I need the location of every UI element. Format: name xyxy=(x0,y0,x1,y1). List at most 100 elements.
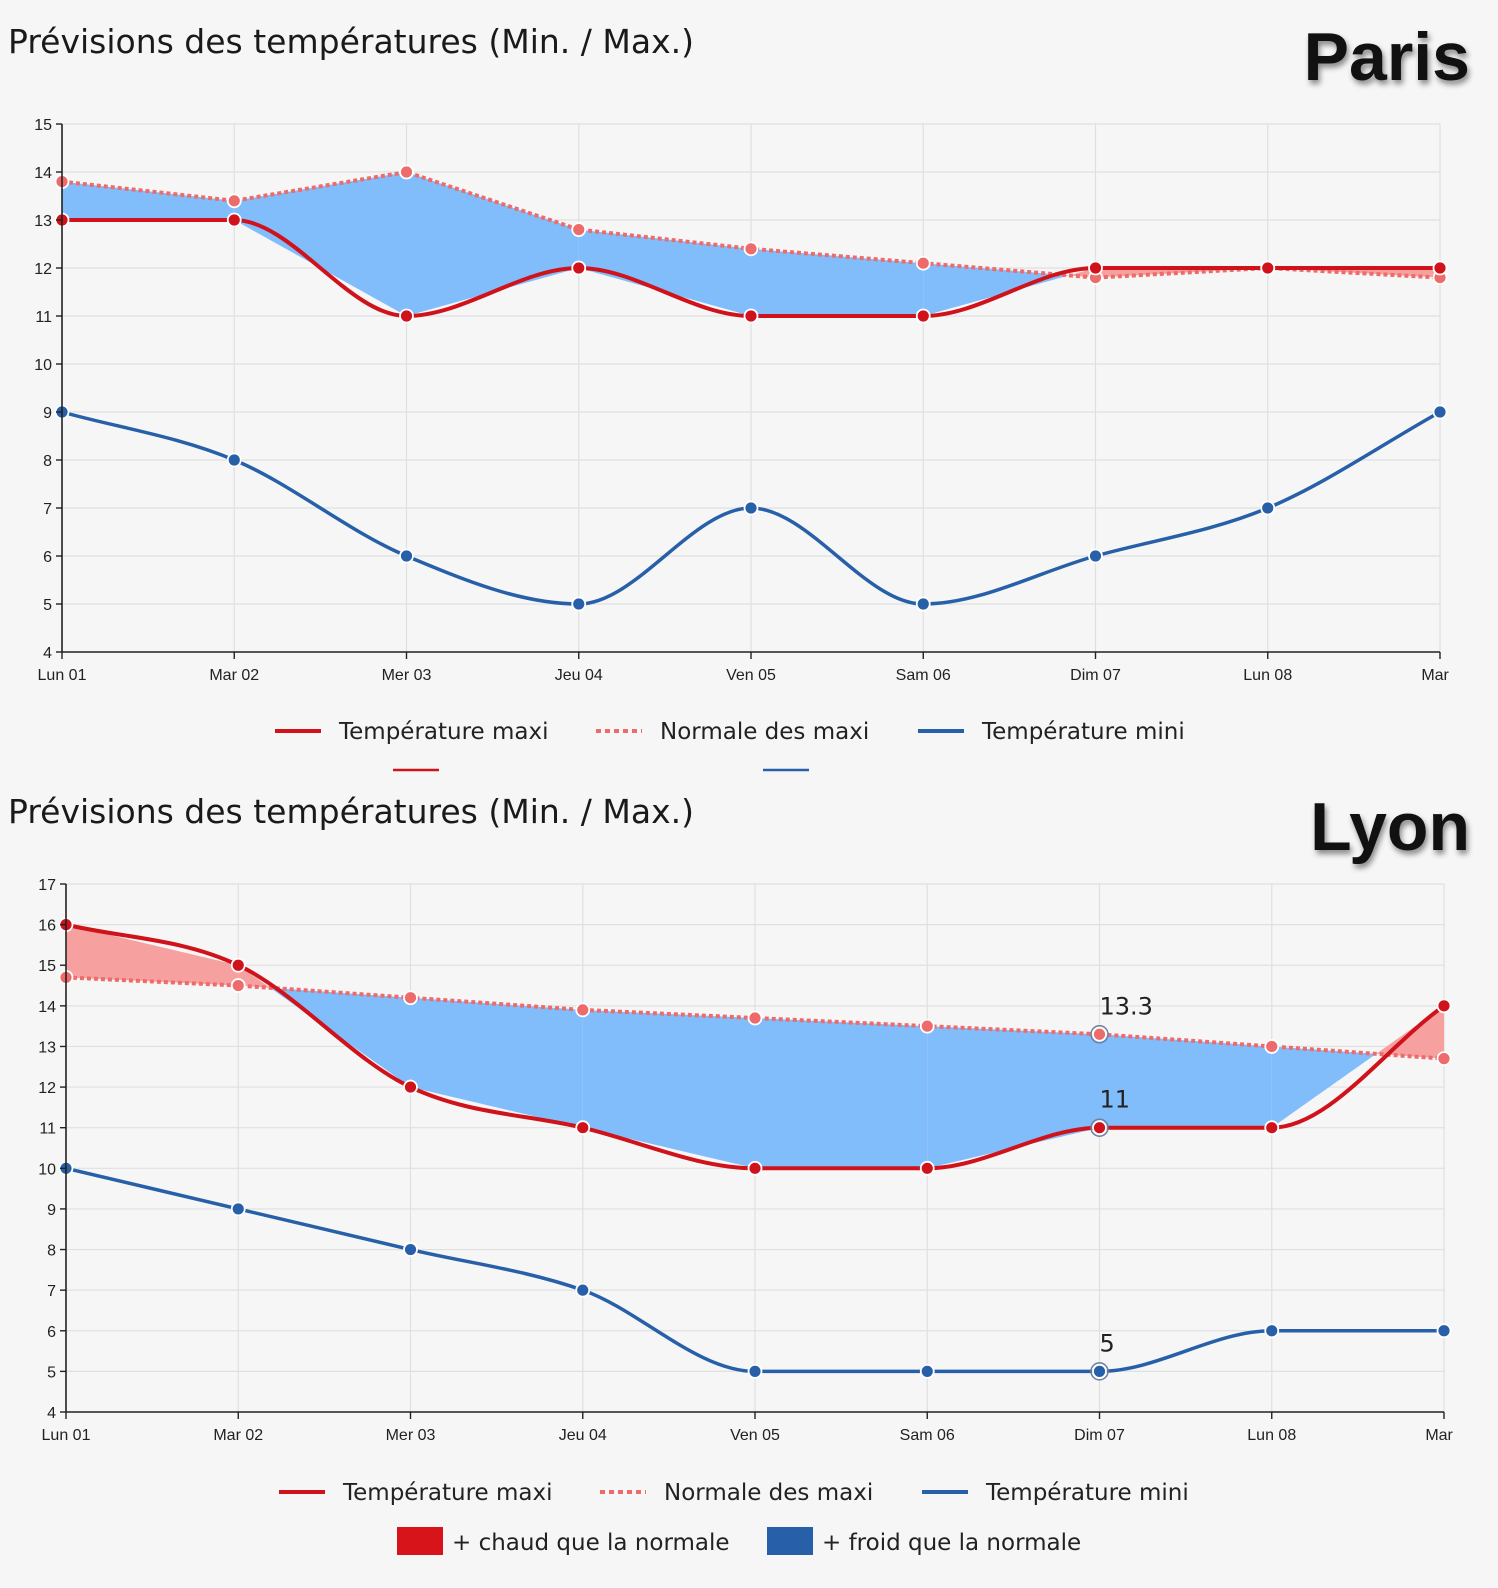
paris-diff-fill-cold-4-0 xyxy=(751,248,924,316)
paris-x-tick-label-1: Mar 02 xyxy=(209,667,259,684)
lyon-legend-item-max[interactable]: Température maxi xyxy=(279,1480,553,1506)
paris-legend: Température maxi Normale des maxi Températ… xyxy=(275,719,1185,772)
lyon-y-tick-label-6: 6 xyxy=(47,1324,56,1341)
paris-diff-fill-warm-7-0 xyxy=(1267,268,1440,278)
lyon-point-min-7[interactable] xyxy=(1264,1323,1280,1339)
paris-y-tick-label-7: 7 xyxy=(43,501,52,518)
lyon-x-tick-label-5: Sam 06 xyxy=(900,1427,955,1444)
paris-point-min-7[interactable] xyxy=(1260,500,1276,516)
paris-legend-label-max: Température maxi xyxy=(338,719,549,745)
paris-y-tick-label-13: 13 xyxy=(34,213,52,230)
paris-legend-item-max[interactable]: Température maxi xyxy=(275,719,549,745)
lyon-point-max-8[interactable] xyxy=(1436,998,1452,1014)
lyon-point-normal-5[interactable] xyxy=(919,1018,935,1034)
lyon-legend-swatch-colder xyxy=(767,1527,813,1555)
paris-point-normal-4[interactable] xyxy=(743,241,759,257)
paris-point-max-3[interactable] xyxy=(571,260,587,276)
lyon-line-normal xyxy=(65,975,1445,1061)
paris-chart-title: Prévisions des températures (Min. / Max.… xyxy=(8,22,694,61)
lyon-point-normal-6[interactable] xyxy=(1092,1026,1107,1042)
lyon-y-tick-label-11: 11 xyxy=(39,1121,56,1138)
lyon-diff-fill-cold-6-0 xyxy=(1099,1034,1272,1128)
lyon-y-tick-label-15: 15 xyxy=(38,958,56,975)
lyon-x-tick-label-0: Lun 01 xyxy=(42,1427,91,1444)
paris-x-tick-label-5: Sam 06 xyxy=(896,667,951,684)
lyon-legend-item-normal[interactable]: Normale des maxi xyxy=(600,1480,873,1506)
paris-diff-fill-cold-1-0 xyxy=(234,172,407,316)
lyon-legend-swatch-warmer xyxy=(397,1527,443,1555)
paris-x-tick-label-7: Lun 08 xyxy=(1243,667,1292,684)
lyon-legend-label-normal: Normale des maxi xyxy=(664,1480,873,1506)
paris-legend-item-min[interactable]: Température mini xyxy=(918,719,1185,745)
paris-y-tick-label-8: 8 xyxy=(43,453,52,470)
lyon-x-tick-label-6: Dim 07 xyxy=(1074,1427,1125,1444)
lyon-point-min-1[interactable] xyxy=(230,1201,246,1217)
lyon-point-max-5[interactable] xyxy=(919,1160,935,1176)
lyon-legend-item-warmer[interactable]: + chaud que la normale xyxy=(397,1527,730,1556)
lyon-point-normal-4[interactable] xyxy=(747,1010,763,1026)
lyon-x-tick-label-1: Mar 02 xyxy=(213,1427,263,1444)
lyon-crop-mask xyxy=(1456,1408,1498,1448)
lyon-point-min-2[interactable] xyxy=(403,1242,418,1257)
paris-y-tick-label-9: 9 xyxy=(43,405,52,422)
lyon-point-normal-3[interactable] xyxy=(575,1002,591,1018)
lyon-y-tick-label-8: 8 xyxy=(47,1243,56,1260)
lyon-point-min-4[interactable] xyxy=(747,1363,763,1379)
lyon-legend-label-warmer: + chaud que la normale xyxy=(452,1530,730,1556)
lyon-diff-fill-cold-3-0 xyxy=(582,1009,755,1169)
paris-point-normal-1[interactable] xyxy=(226,193,242,209)
lyon-point-normal-1[interactable] xyxy=(230,978,246,993)
paris-y-tick-label-15: 15 xyxy=(34,117,52,134)
paris-legend-item-normal[interactable]: Normale des maxi xyxy=(596,719,869,745)
lyon-point-max-7[interactable] xyxy=(1264,1120,1280,1136)
paris-plot-area xyxy=(54,164,1448,612)
paris-y-tick-label-14: 14 xyxy=(34,165,52,182)
lyon-value-label-normal: 13.3 xyxy=(1100,992,1153,1020)
lyon-diff-fill-cold-7-0 xyxy=(1271,1046,1377,1128)
paris-point-min-5[interactable] xyxy=(915,596,931,612)
lyon-y-tick-label-13: 13 xyxy=(38,1039,56,1056)
lyon-point-max-1[interactable] xyxy=(230,957,246,973)
paris-point-min-1[interactable] xyxy=(226,452,242,468)
lyon-point-normal-2[interactable] xyxy=(403,990,418,1006)
paris-x-tick-label-0: Lun 01 xyxy=(38,667,87,684)
paris-point-max-2[interactable] xyxy=(399,308,414,324)
lyon-point-max-2[interactable] xyxy=(403,1079,418,1095)
paris-point-max-7[interactable] xyxy=(1260,260,1276,276)
paris-point-max-8[interactable] xyxy=(1432,260,1448,276)
lyon-point-normal-7[interactable] xyxy=(1264,1039,1280,1054)
paris-point-max-4[interactable] xyxy=(743,308,759,324)
lyon-point-min-8[interactable] xyxy=(1436,1323,1452,1339)
lyon-chart-title: Prévisions des températures (Min. / Max.… xyxy=(8,792,694,831)
lyon-point-min-6[interactable] xyxy=(1092,1363,1107,1379)
paris-x-tick-label-4: Ven 05 xyxy=(726,667,776,684)
paris-point-min-4[interactable] xyxy=(743,500,759,516)
paris-point-normal-2[interactable] xyxy=(399,164,414,180)
paris-point-min-3[interactable] xyxy=(571,596,587,612)
lyon-x-tick-label-8: Mar ( xyxy=(1425,1427,1463,1444)
paris-point-normal-5[interactable] xyxy=(915,255,931,271)
lyon-legend-item-colder[interactable]: + froid que la normale xyxy=(767,1527,1081,1556)
paris-point-min-2[interactable] xyxy=(399,548,414,564)
paris-y-tick-label-12: 12 xyxy=(34,261,52,278)
paris-point-normal-3[interactable] xyxy=(571,222,587,238)
lyon-legend-item-min[interactable]: Température mini xyxy=(922,1480,1189,1506)
paris-point-min-8[interactable] xyxy=(1432,404,1448,420)
lyon-point-max-4[interactable] xyxy=(747,1160,763,1176)
lyon-y-tick-label-17: 17 xyxy=(38,877,56,894)
lyon-point-normal-8[interactable] xyxy=(1436,1051,1452,1067)
paris-point-max-6[interactable] xyxy=(1088,260,1103,276)
lyon-diff-fill-warm-0-0 xyxy=(66,924,239,986)
lyon-point-min-5[interactable] xyxy=(919,1363,935,1379)
paris-legend-label-normal: Normale des maxi xyxy=(660,719,869,745)
paris-point-max-5[interactable] xyxy=(915,308,931,324)
lyon-temperature-chart: 13.3 11 5 4 5 6 7 8 9 10 11 12 13 14 15 16 17 Lun 01 Mar 0… xyxy=(38,877,1498,1556)
lyon-point-max-3[interactable] xyxy=(575,1120,591,1136)
paris-chart-panel: Prévisions des températures (Min. / Max.… xyxy=(0,0,1498,785)
lyon-y-tick-label-4: 4 xyxy=(47,1405,56,1422)
paris-axes: 4 5 6 7 8 9 10 11 12 13 14 15 Lun 01 Mar 02 Mer 03 Jeu … xyxy=(34,117,1498,688)
lyon-point-max-6[interactable] xyxy=(1092,1120,1107,1136)
paris-point-min-6[interactable] xyxy=(1088,548,1103,564)
paris-point-max-1[interactable] xyxy=(226,212,242,228)
lyon-point-min-3[interactable] xyxy=(575,1282,591,1298)
